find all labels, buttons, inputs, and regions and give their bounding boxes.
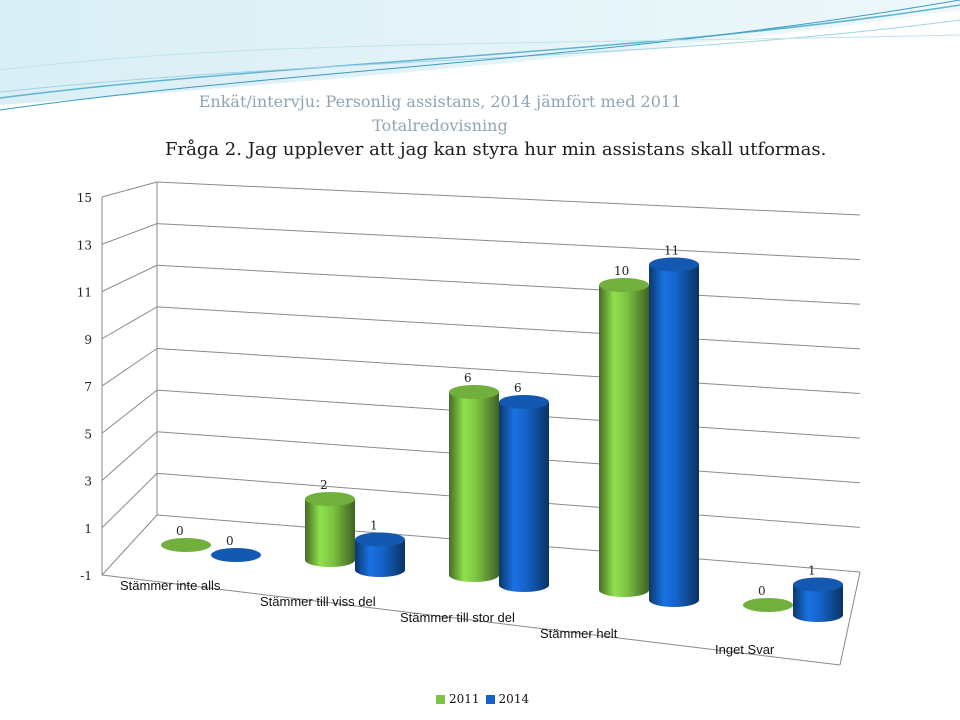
category-label: Inget Svar	[715, 642, 775, 657]
legend-swatch-2014	[485, 694, 495, 704]
y-tick-label: 5	[84, 427, 92, 441]
category-label: Stämmer helt	[540, 626, 618, 641]
data-label: 0	[176, 524, 184, 538]
legend-label-2014: 2014	[498, 692, 530, 706]
data-label: 6	[514, 381, 522, 395]
gridline	[156, 348, 861, 394]
gridline	[156, 306, 861, 350]
category-label: Stämmer till stor del	[400, 610, 515, 625]
data-label: 1	[370, 519, 378, 533]
bar-2011-3	[599, 285, 649, 597]
bar-top-2011-1	[305, 492, 355, 506]
y-tick-label: 13	[77, 238, 92, 252]
floor-front-edge	[101, 574, 841, 666]
legend-item-2011: 2011	[436, 692, 480, 706]
data-label: 2	[320, 478, 328, 492]
question-title: Fråga 2. Jag upplever att jag kan styra …	[165, 139, 827, 160]
floor-right-edge	[839, 571, 861, 666]
legend-label-2011: 2011	[449, 692, 480, 706]
bar-top-2014-4	[793, 577, 843, 592]
bar-2014-3	[649, 264, 699, 607]
decorative-header-swoosh	[0, 0, 960, 111]
data-label: 10	[614, 264, 629, 278]
legend-item-2014: 2014	[485, 692, 530, 706]
data-label: 0	[226, 534, 234, 548]
legend-swatch-2011	[436, 694, 445, 704]
gridline-depth	[101, 514, 158, 576]
gridline	[156, 181, 861, 216]
bar-top-2014-1	[355, 532, 405, 547]
category-label: Stämmer till viss del	[260, 594, 376, 609]
bar-top-2011-0	[161, 538, 211, 552]
y-tick-label: 15	[77, 191, 92, 205]
data-label: 6	[464, 371, 472, 385]
gridline-depth	[101, 264, 158, 292]
gridline-depth	[101, 389, 158, 434]
data-label: 11	[664, 244, 679, 258]
gridline-depth	[101, 306, 158, 340]
gridline-depth	[101, 223, 158, 245]
header-line-2: Totalredovisning	[372, 116, 508, 135]
gridline-depth	[101, 181, 158, 198]
bar-2014-4	[793, 584, 843, 622]
bar-2014-2	[499, 402, 549, 592]
gridline-depth	[101, 473, 158, 529]
bar-top-2014-0	[211, 548, 261, 562]
bar-top-2014-3	[649, 257, 699, 272]
chart-legend: 2011 2014	[436, 692, 535, 706]
bar-top-2011-2	[449, 385, 499, 399]
gridline	[156, 264, 861, 305]
category-label: Stämmer inte alls	[120, 578, 221, 593]
data-label: 0	[758, 584, 766, 598]
y-tick-label: 9	[84, 333, 92, 347]
y-tick-label: 3	[84, 475, 92, 489]
bar-2011-2	[449, 392, 499, 582]
header-line-1: Enkät/intervju: Personlig assistans, 201…	[198, 92, 682, 111]
bar-2011-1	[305, 499, 355, 567]
bar-top-2011-3	[599, 278, 649, 292]
gridline	[156, 223, 861, 261]
y-tick-label: 1	[84, 522, 92, 536]
y-tick-label: 11	[77, 286, 92, 300]
bar-2014-1	[355, 539, 405, 577]
y-tick-label: 7	[84, 380, 92, 394]
gridline-depth	[101, 431, 158, 481]
data-label: 1	[808, 564, 816, 578]
bar-top-2014-2	[499, 395, 549, 409]
y-tick-label: -1	[80, 569, 92, 583]
gridline-depth	[101, 348, 158, 387]
bar-top-2011-4	[743, 598, 793, 612]
